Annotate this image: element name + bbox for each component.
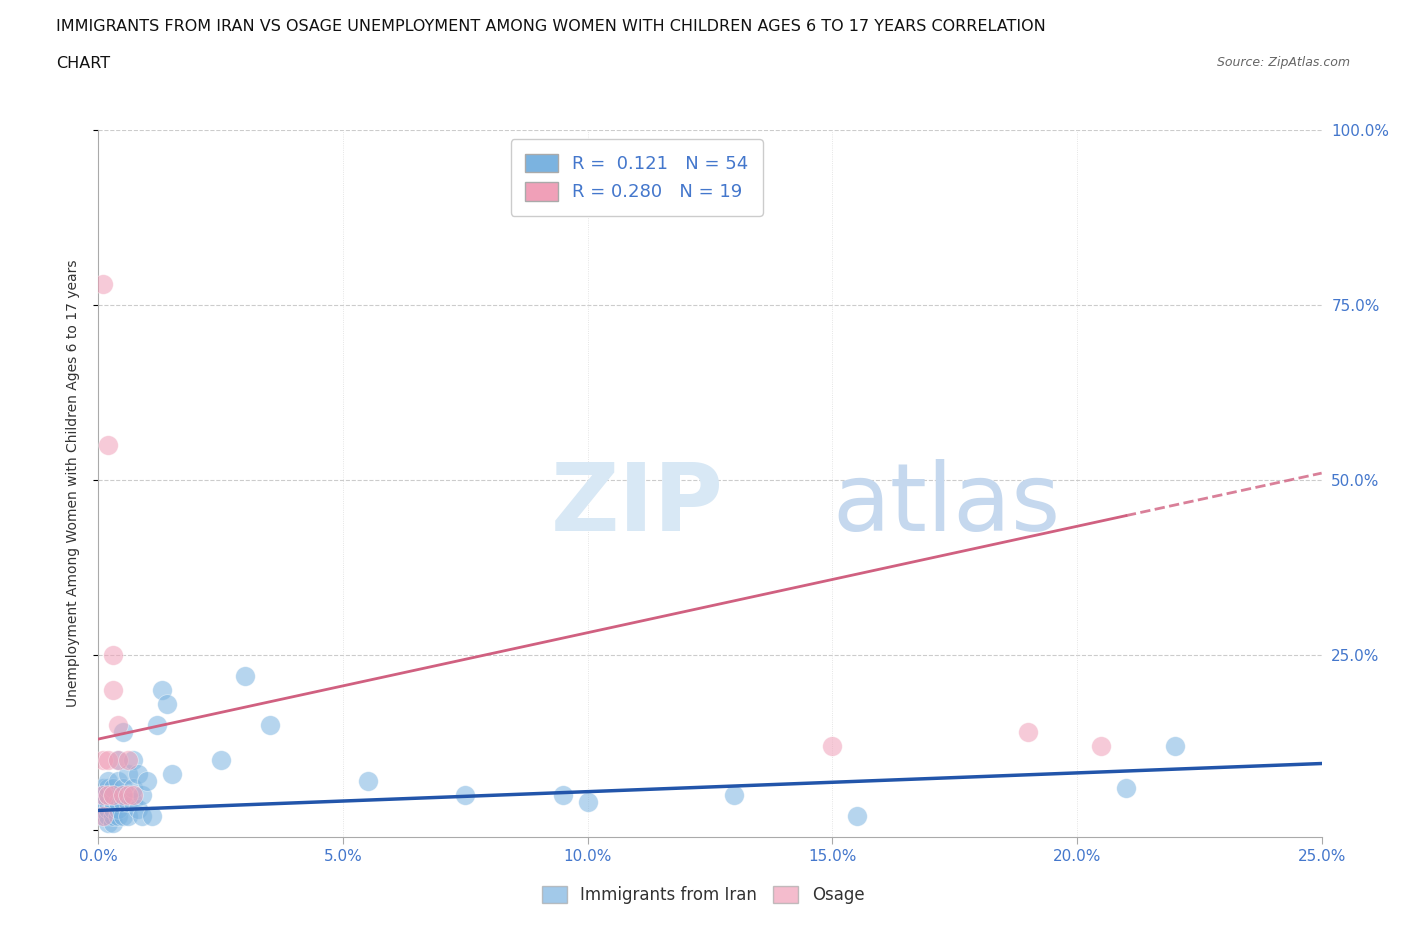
Point: [1017, 724, 1039, 739]
Point: [111, 808, 134, 823]
Point: [136, 774, 159, 789]
Point: [97, 794, 120, 809]
Point: [845, 808, 868, 823]
Point: [356, 774, 378, 789]
Point: [91, 808, 114, 823]
Point: [1115, 780, 1137, 795]
Point: [117, 766, 139, 781]
Point: [576, 794, 599, 809]
Point: [141, 808, 163, 823]
Point: [91, 802, 114, 817]
Point: [160, 766, 183, 781]
Point: [111, 788, 134, 803]
Point: [101, 788, 124, 803]
Point: [97, 752, 120, 767]
Point: [91, 277, 114, 292]
Point: [111, 724, 134, 739]
Point: [101, 808, 124, 823]
Legend: Immigrants from Iran, Osage: Immigrants from Iran, Osage: [533, 878, 873, 912]
Point: [107, 774, 129, 789]
Point: [101, 794, 124, 809]
Point: [209, 752, 232, 767]
Text: Source: ZipAtlas.com: Source: ZipAtlas.com: [1216, 56, 1350, 69]
Text: ZIP: ZIP: [551, 458, 724, 551]
Point: [91, 808, 114, 823]
Point: [121, 788, 143, 803]
Point: [127, 766, 149, 781]
Point: [821, 738, 844, 753]
Point: [117, 752, 139, 767]
Point: [111, 794, 134, 809]
Point: [131, 788, 153, 803]
Point: [553, 788, 575, 803]
Point: [233, 669, 256, 684]
Legend: R =  0.121   N = 54, R = 0.280   N = 19: R = 0.121 N = 54, R = 0.280 N = 19: [510, 140, 762, 216]
Point: [91, 794, 114, 809]
Point: [121, 780, 143, 795]
Point: [101, 816, 124, 830]
Point: [101, 802, 124, 817]
Point: [127, 802, 149, 817]
Point: [97, 774, 120, 789]
Point: [107, 802, 129, 817]
Point: [454, 788, 477, 803]
Text: atlas: atlas: [832, 458, 1060, 551]
Point: [97, 802, 120, 817]
Point: [107, 794, 129, 809]
Point: [121, 794, 143, 809]
Point: [101, 788, 124, 803]
Point: [91, 752, 114, 767]
Point: [259, 718, 281, 733]
Point: [97, 788, 120, 803]
Point: [1164, 738, 1187, 753]
Point: [1090, 738, 1112, 753]
Text: IMMIGRANTS FROM IRAN VS OSAGE UNEMPLOYMENT AMONG WOMEN WITH CHILDREN AGES 6 TO 1: IMMIGRANTS FROM IRAN VS OSAGE UNEMPLOYME…: [56, 19, 1046, 33]
Point: [91, 788, 114, 803]
Point: [91, 780, 114, 795]
Point: [101, 647, 124, 662]
Point: [107, 752, 129, 767]
Text: CHART: CHART: [56, 56, 110, 71]
Point: [156, 697, 179, 711]
Point: [97, 808, 120, 823]
Point: [97, 780, 120, 795]
Point: [107, 808, 129, 823]
Point: [117, 808, 139, 823]
Point: [91, 788, 114, 803]
Point: [97, 816, 120, 830]
Point: [101, 780, 124, 795]
Point: [121, 752, 143, 767]
Point: [117, 794, 139, 809]
Point: [150, 683, 173, 698]
Point: [111, 780, 134, 795]
Point: [101, 683, 124, 698]
Point: [723, 788, 745, 803]
Point: [97, 438, 120, 453]
Point: [131, 808, 153, 823]
Y-axis label: Unemployment Among Women with Children Ages 6 to 17 years: Unemployment Among Women with Children A…: [66, 259, 80, 708]
Point: [107, 718, 129, 733]
Point: [97, 788, 120, 803]
Point: [107, 752, 129, 767]
Point: [146, 718, 169, 733]
Point: [117, 788, 139, 803]
